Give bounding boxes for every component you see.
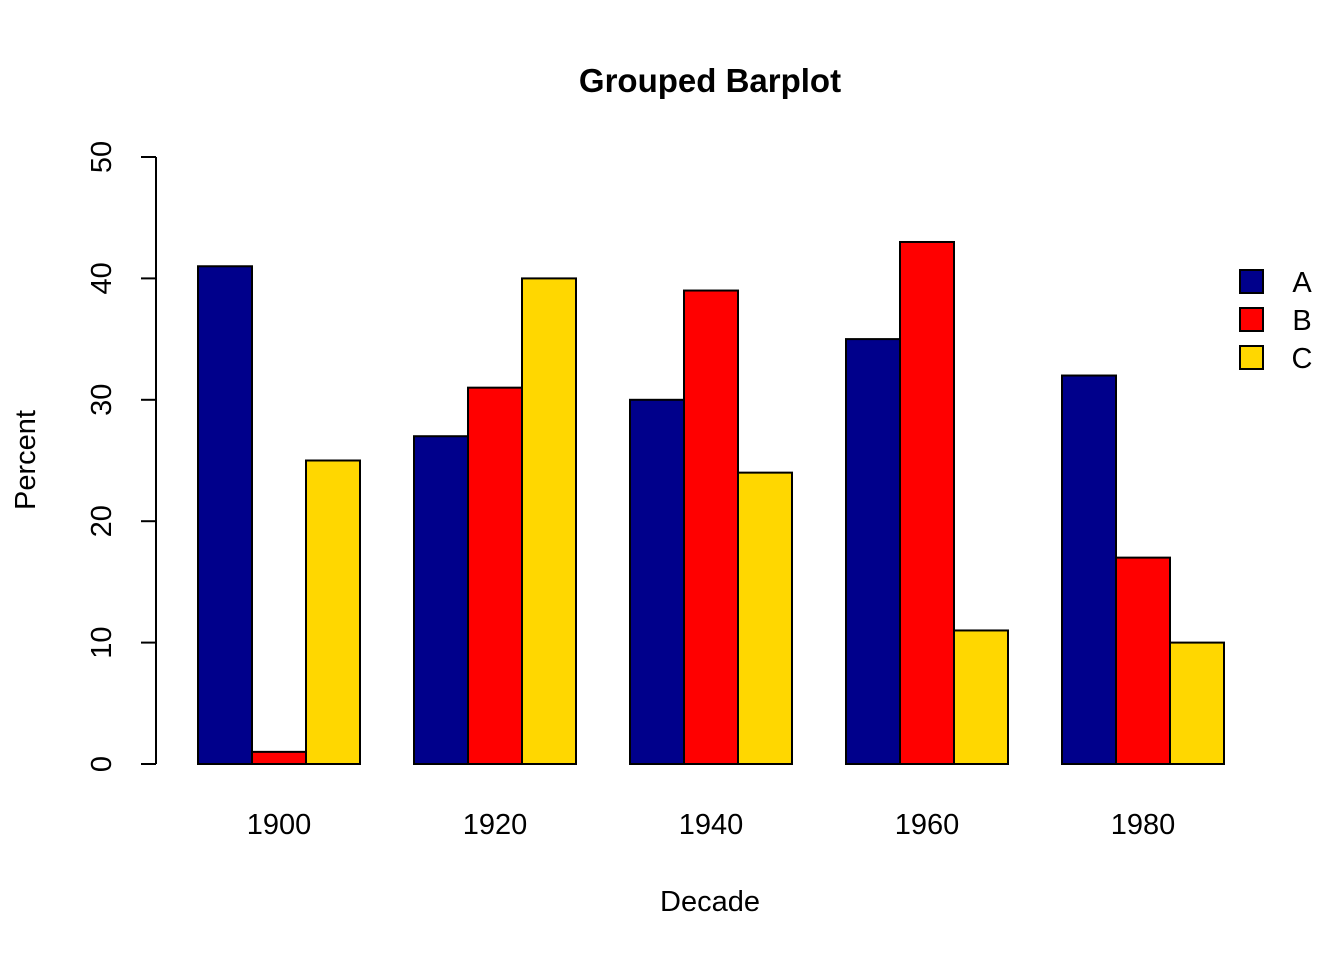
legend-swatch-B <box>1239 307 1264 332</box>
bar-C-1940 <box>737 471 793 765</box>
legend-swatch-A <box>1239 269 1264 294</box>
bar-B-1960 <box>899 240 955 766</box>
bar-A-1980 <box>1061 374 1117 765</box>
bar-B-1940 <box>683 289 739 765</box>
bar-A-1940 <box>629 398 685 765</box>
bar-B-1980 <box>1115 556 1171 765</box>
x-axis-label: Decade <box>660 886 760 918</box>
y-tick-label: 30 <box>86 384 118 416</box>
legend-label-B: B <box>1292 305 1311 337</box>
y-axis-ticks: 0 10 20 30 40 50 <box>86 141 156 772</box>
y-tick-label: 40 <box>86 262 118 294</box>
y-tick-label: 0 <box>86 756 118 772</box>
y-tick-label: 10 <box>86 626 118 658</box>
x-tick-label: 1960 <box>895 809 960 841</box>
legend-label-A: A <box>1292 267 1312 299</box>
x-tick-label: 1940 <box>679 809 744 841</box>
bar-A-1960 <box>845 338 901 765</box>
y-axis-label: Percent <box>10 410 42 510</box>
bar-A-1920 <box>413 435 469 765</box>
bar-C-1980 <box>1169 641 1225 765</box>
bar-C-1900 <box>305 459 361 765</box>
y-tick-label: 50 <box>86 141 118 173</box>
bar-B-1900 <box>251 750 307 765</box>
bar-B-1920 <box>467 386 523 765</box>
x-tick-label: 1980 <box>1111 809 1176 841</box>
bar-A-1900 <box>197 265 253 765</box>
x-tick-label: 1920 <box>463 809 528 841</box>
legend-label-C: C <box>1292 343 1313 375</box>
bar-C-1920 <box>521 277 577 765</box>
bar-C-1960 <box>953 629 1009 766</box>
y-tick-label: 20 <box>86 505 118 537</box>
x-tick-label: 1900 <box>247 809 312 841</box>
chart-title: Grouped Barplot <box>579 62 841 99</box>
bars-group <box>197 240 1225 766</box>
x-axis-tick-labels: 1900 1920 1940 1960 1980 <box>247 809 1176 841</box>
legend: ABC <box>1239 267 1313 375</box>
legend-swatch-C <box>1239 345 1264 370</box>
